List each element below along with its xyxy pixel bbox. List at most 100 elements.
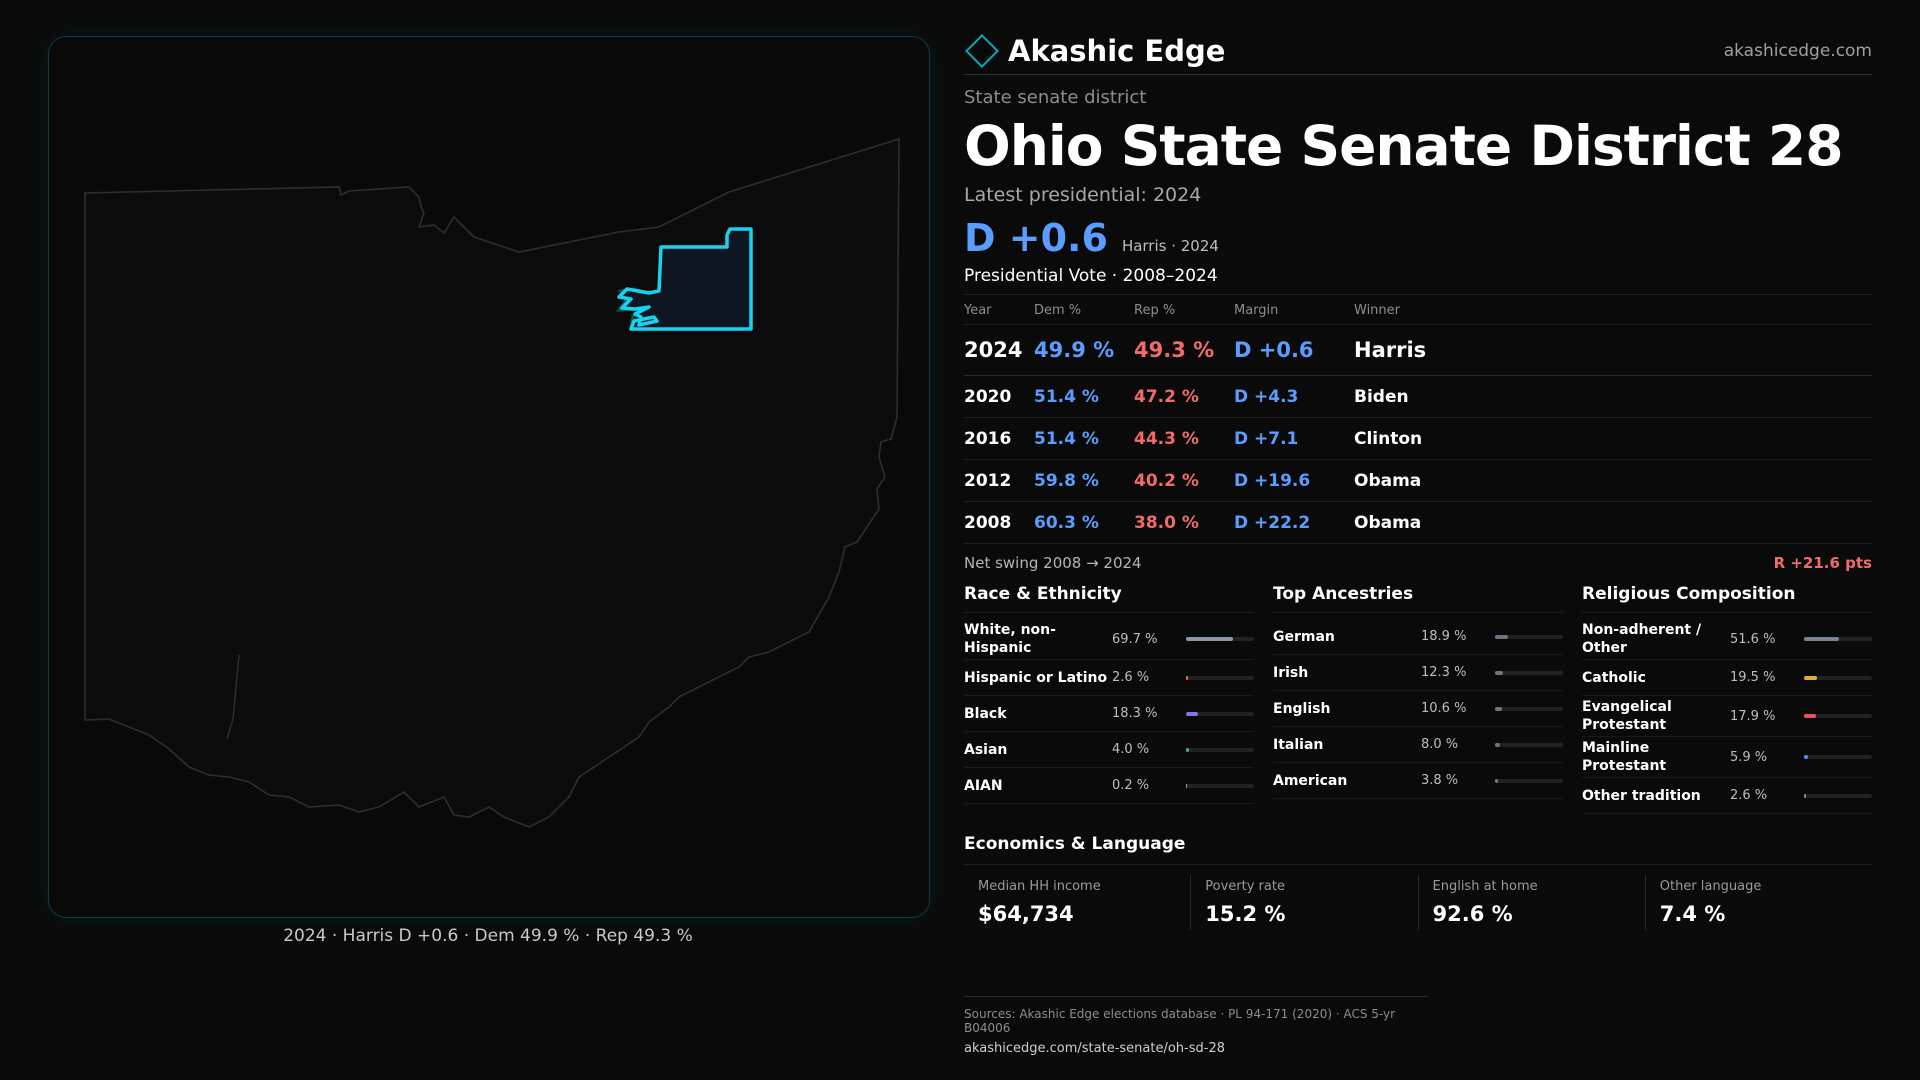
row-margin: D +4.3	[1234, 375, 1354, 418]
item-bar-fill	[1495, 670, 1504, 675]
item-pct: 10.6 %	[1421, 701, 1467, 716]
district-kind: State senate district	[964, 87, 1147, 108]
list-item: AIAN 0.2 %	[964, 768, 1254, 804]
table-row: 2012 59.8 % 40.2 % D +19.6 Obama	[964, 459, 1872, 502]
info-panel: Akashic Edge akashicedge.com State senat…	[964, 28, 1872, 930]
row-year: 2024	[964, 324, 1034, 376]
sources-url[interactable]: akashicedge.com/state-senate/oh-sd-28	[964, 1041, 1225, 1056]
item-bar	[1804, 793, 1872, 798]
item-label: Evangelical Protestant	[1582, 699, 1672, 733]
row-winner: Biden	[1354, 375, 1872, 418]
item-pct: 2.6 %	[1112, 670, 1150, 685]
item-bar-fill	[1804, 637, 1840, 641]
race-ethnicity-panel: Race & Ethnicity White, non-Hispanic 69.…	[964, 584, 1254, 814]
item-pct: 18.3 %	[1112, 706, 1158, 721]
site-link[interactable]: akashicedge.com	[1723, 41, 1872, 61]
latest-margin: D +0.6 Harris · 2024	[964, 216, 1872, 260]
row-year: 2008	[964, 501, 1034, 544]
item-bar	[1186, 783, 1254, 788]
econ-label: Other language	[1659, 879, 1762, 894]
list-item: Other tradition 2.6 %	[1582, 778, 1872, 814]
brand-name: Akashic Edge	[1008, 34, 1226, 68]
item-pct: 5.9 %	[1730, 749, 1768, 765]
list-item: Irish 12.3 %	[1273, 655, 1563, 691]
item-bar	[1495, 742, 1563, 747]
row-margin: D +7.1	[1234, 417, 1354, 460]
top-ancestries-title: Top Ancestries	[1273, 584, 1563, 613]
item-bar-fill	[1804, 714, 1817, 718]
item-pct: 3.8 %	[1421, 773, 1459, 788]
col-margin: Margin	[1234, 295, 1354, 325]
econ-label: Poverty rate	[1205, 879, 1285, 894]
net-swing-label: Net swing 2008 → 2024	[964, 554, 1142, 572]
row-dem: 49.9 %	[1034, 324, 1134, 376]
district-outline[interactable]	[617, 227, 753, 331]
list-item: Asian 4.0 %	[964, 732, 1254, 768]
item-bar	[1804, 637, 1872, 641]
econ-label: English at home	[1432, 879, 1538, 894]
item-pct: 19.5 %	[1730, 670, 1776, 685]
brand[interactable]: Akashic Edge	[964, 34, 1225, 68]
row-winner: Obama	[1354, 459, 1872, 502]
page-title: Ohio State Senate District 28	[964, 114, 1843, 178]
item-bar	[1804, 675, 1872, 680]
row-dem: 51.4 %	[1034, 375, 1134, 418]
item-label: German	[1273, 628, 1335, 645]
item-bar	[1804, 714, 1872, 718]
item-bar	[1495, 670, 1563, 675]
header: Akashic Edge akashicedge.com	[964, 28, 1872, 75]
religious-composition-title: Religious Composition	[1582, 584, 1872, 613]
item-label: Irish	[1273, 664, 1309, 681]
col-dem: Dem %	[1034, 295, 1134, 325]
item-bar-fill	[1495, 706, 1503, 711]
item-pct: 69.7 %	[1112, 631, 1158, 647]
diamond-logo-icon	[965, 34, 999, 68]
margin-value: D +0.6	[964, 216, 1108, 260]
vote-table-header: Year Dem % Rep % Margin Winner	[964, 295, 1872, 325]
list-item: American 3.8 %	[1273, 763, 1563, 799]
item-pct: 51.6 %	[1730, 631, 1776, 647]
table-row: 2020 51.4 % 47.2 % D +4.3 Biden	[964, 375, 1872, 418]
item-bar-fill	[1804, 793, 1806, 798]
item-bar	[1186, 747, 1254, 752]
list-item: Italian 8.0 %	[1273, 727, 1563, 763]
col-rep: Rep %	[1134, 295, 1234, 325]
row-rep: 40.2 %	[1134, 459, 1234, 502]
item-bar-fill	[1804, 755, 1808, 759]
row-dem: 60.3 %	[1034, 501, 1134, 544]
econ-cell: Poverty rate 15.2 %	[1190, 875, 1417, 930]
item-label: Other tradition	[1582, 787, 1701, 804]
econ-value: 7.4 %	[1659, 902, 1726, 926]
map-panel[interactable]	[48, 36, 930, 918]
net-swing-value: R +21.6 pts	[1773, 554, 1872, 572]
item-label: Black	[964, 705, 1007, 722]
row-margin: D +19.6	[1234, 459, 1354, 502]
item-bar-fill	[1495, 634, 1508, 639]
item-label: Asian	[964, 741, 1008, 758]
item-bar-fill	[1186, 747, 1189, 752]
item-bar	[1495, 634, 1563, 639]
row-winner: Obama	[1354, 501, 1872, 544]
row-margin: D +0.6	[1234, 324, 1354, 376]
row-margin: D +22.2	[1234, 501, 1354, 544]
demographics: Race & Ethnicity White, non-Hispanic 69.…	[964, 584, 1872, 814]
item-bar-fill	[1495, 778, 1498, 783]
item-label: Non-adherent / Other	[1582, 622, 1702, 656]
list-item: Evangelical Protestant 17.9 %	[1582, 696, 1872, 737]
table-row: 2016 51.4 % 44.3 % D +7.1 Clinton	[964, 417, 1872, 460]
item-label: Hispanic or Latino	[964, 669, 1108, 686]
race-ethnicity-title: Race & Ethnicity	[964, 584, 1254, 613]
item-label: White, non-Hispanic	[964, 622, 1056, 656]
county-line	[226, 654, 240, 740]
item-bar-fill	[1186, 783, 1188, 788]
item-bar	[1495, 778, 1563, 783]
econ-cell: Other language 7.4 %	[1644, 875, 1872, 930]
row-year: 2020	[964, 375, 1034, 418]
item-bar-fill	[1186, 711, 1199, 716]
item-bar-fill	[1495, 742, 1501, 747]
state-map	[84, 137, 900, 828]
econ-value: 92.6 %	[1432, 902, 1513, 926]
map-caption: 2024 · Harris D +0.6 · Dem 49.9 % · Rep …	[283, 926, 693, 946]
latest-presidential-label: Latest presidential: 2024	[964, 184, 1202, 206]
economics-title: Economics & Language	[964, 834, 1872, 865]
